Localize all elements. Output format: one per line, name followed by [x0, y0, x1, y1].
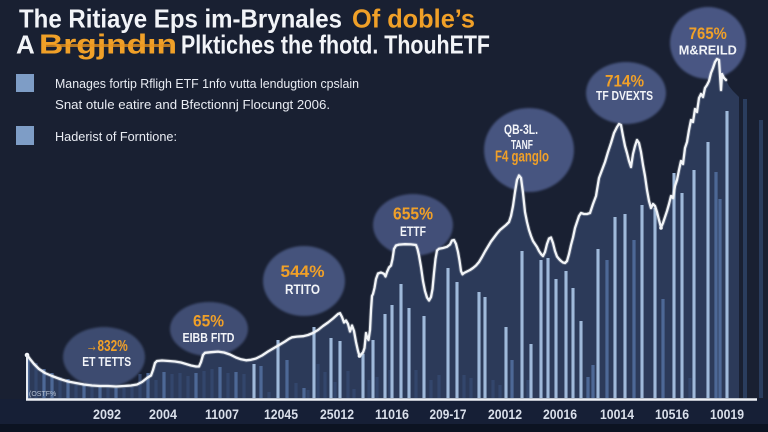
svg-text:TF DVEXTS: TF DVEXTS [596, 89, 653, 103]
svg-text:Manages fortip Rfligh ETF 1nfo: Manages fortip Rfligh ETF 1nfo vutta len… [55, 76, 359, 91]
svg-text:ETTF: ETTF [400, 224, 426, 239]
svg-text:2092: 2092 [93, 407, 121, 422]
svg-text:11016: 11016 [375, 407, 409, 422]
svg-text:QB-3L.: QB-3L. [504, 121, 538, 137]
svg-text:ET TETTS: ET TETTS [82, 354, 131, 369]
svg-text:11007: 11007 [205, 407, 239, 422]
svg-text:A: A [16, 30, 35, 60]
svg-text:Of doble’s: Of doble’s [352, 4, 475, 34]
svg-text:The Ritiaye Eps im-Brynales: The Ritiaye Eps im-Brynales [19, 4, 342, 34]
svg-text:F4 ganglo: F4 ganglo [495, 149, 549, 166]
svg-text:20016: 20016 [543, 407, 577, 422]
svg-text:544%: 544% [281, 262, 325, 281]
svg-text:20012: 20012 [488, 407, 522, 422]
svg-text:10014: 10014 [600, 407, 634, 422]
svg-text:655%: 655% [393, 204, 433, 224]
svg-text:10516: 10516 [655, 407, 689, 422]
svg-text:EIBB FITD: EIBB FITD [183, 330, 235, 345]
svg-text:209-17: 209-17 [430, 407, 467, 422]
svg-text:TANF: TANF [511, 137, 533, 152]
svg-text:10019: 10019 [710, 407, 744, 422]
svg-text:2004: 2004 [149, 407, 177, 422]
svg-text:714%: 714% [605, 72, 644, 91]
svg-text:→832%: →832% [86, 338, 128, 355]
svg-text:12045: 12045 [264, 407, 298, 422]
svg-text:RTITO: RTITO [285, 282, 320, 297]
svg-text:M&REILD: M&REILD [679, 43, 737, 58]
svg-text:(OSTF%: (OSTF% [29, 391, 56, 398]
svg-text:Haderist of Forntione:: Haderist of Forntione: [55, 129, 177, 144]
svg-text:765%: 765% [689, 25, 727, 43]
svg-text:Plktiches the fhotd. ThouhETF: Plktiches the fhotd. ThouhETF [181, 30, 490, 60]
svg-text:25012: 25012 [320, 407, 354, 422]
svg-text:Snat otule eatire and Bfection: Snat otule eatire and Bfectionnj Flocung… [55, 97, 330, 112]
svg-text:65%: 65% [193, 312, 224, 331]
